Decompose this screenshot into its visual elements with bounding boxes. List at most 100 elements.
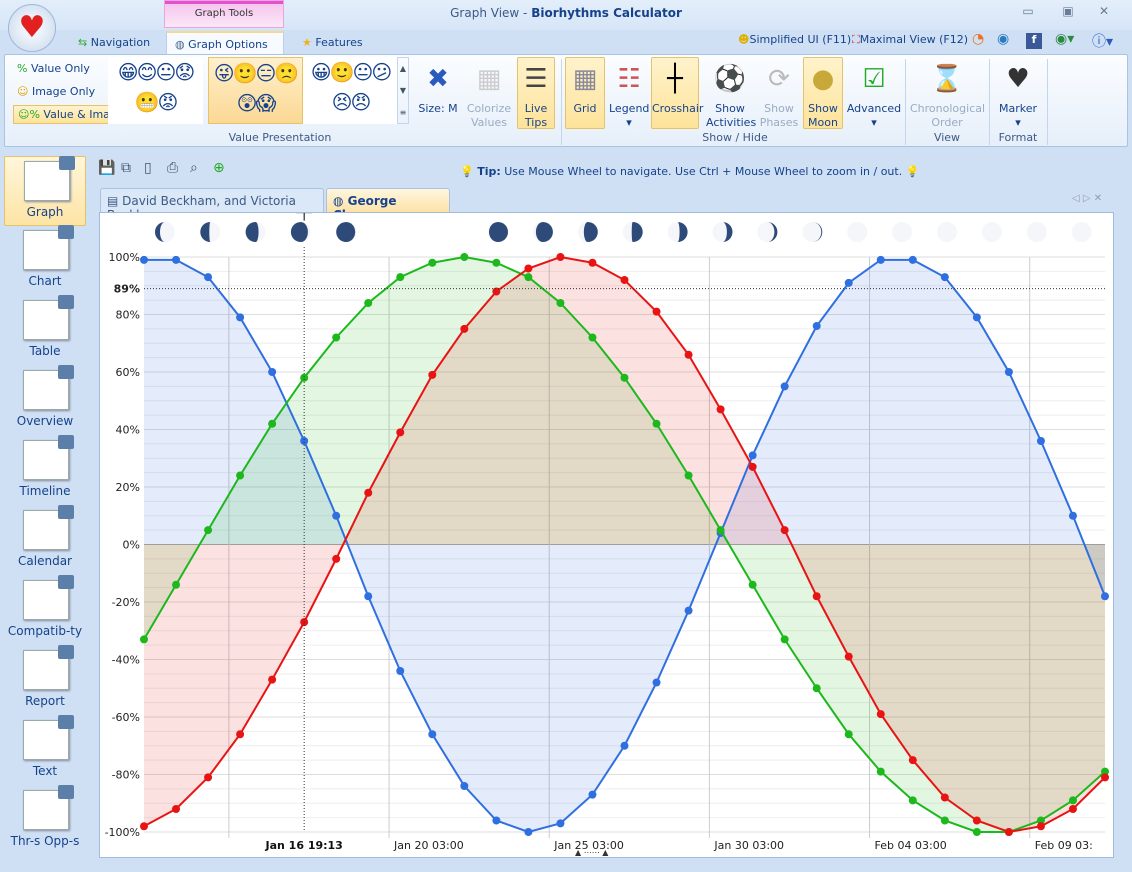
- restore-button[interactable]: ▣: [1062, 4, 1074, 18]
- sidebar-item-thr-s-opp-s[interactable]: Thr-s Opp-s: [4, 785, 86, 856]
- save-icon[interactable]: 💾: [98, 160, 116, 176]
- graph-panel[interactable]: Jan 20 03:00 Jan 25 03:00 Jan 30 03:00 Feb …: [99, 204, 1115, 859]
- data-point[interactable]: [812, 322, 821, 330]
- gallery-scroll[interactable]: ▲ ▼ ≡: [397, 57, 409, 124]
- data-point[interactable]: [876, 255, 885, 264]
- data-point[interactable]: [684, 606, 693, 615]
- data-point[interactable]: [748, 580, 757, 589]
- data-point[interactable]: [524, 828, 533, 836]
- print-icon[interactable]: ⎙: [167, 160, 179, 176]
- data-point[interactable]: [172, 580, 181, 589]
- sidebar-item-compatib-ty[interactable]: Compatib-ty: [4, 575, 86, 646]
- data-point[interactable]: [780, 526, 789, 535]
- data-point[interactable]: [908, 756, 917, 765]
- rss-icon[interactable]: ◔: [972, 31, 985, 47]
- data-point[interactable]: [876, 767, 885, 776]
- tab-features[interactable]: ★ Features: [294, 31, 371, 54]
- data-point[interactable]: [620, 373, 629, 382]
- colorize-values-button[interactable]: ▦ Colorize Values: [465, 57, 513, 129]
- marker-button[interactable]: ♥ Marker ▾: [998, 64, 1038, 129]
- value-and-image-option[interactable]: ☺% Value & Image: [13, 105, 129, 124]
- biorhythm-chart[interactable]: Jan 20 03:00 Jan 25 03:00 Jan 30 03:00 Feb …: [100, 204, 1115, 859]
- data-point[interactable]: [364, 488, 373, 497]
- data-point[interactable]: [972, 816, 981, 825]
- data-point[interactable]: [748, 451, 757, 460]
- sidebar-item-calendar[interactable]: Calendar: [4, 505, 86, 576]
- data-point[interactable]: [812, 592, 821, 601]
- copy-icon[interactable]: ⧉: [121, 160, 131, 176]
- data-point[interactable]: [460, 253, 469, 261]
- data-point[interactable]: [204, 773, 213, 782]
- data-point[interactable]: [716, 526, 725, 535]
- data-point[interactable]: [972, 828, 981, 836]
- data-point[interactable]: [460, 782, 469, 790]
- data-point[interactable]: [556, 819, 565, 828]
- maximal-view-button[interactable]: ⛶Maximal View (F12): [852, 33, 968, 47]
- data-point[interactable]: [908, 796, 917, 805]
- data-point[interactable]: [1036, 437, 1045, 445]
- emoticon-gallery-1[interactable]: 😁😊😐😟😬😡: [108, 57, 203, 124]
- emoticon-gallery-2[interactable]: 😜🙂😑🙁😲😱: [208, 57, 303, 124]
- globe-icon[interactable]: ◉: [997, 31, 1010, 47]
- data-point[interactable]: [780, 635, 789, 644]
- data-point[interactable]: [1036, 822, 1045, 831]
- data-point[interactable]: [684, 471, 693, 480]
- tab-navigation[interactable]: ⇆ Navigation: [70, 31, 158, 54]
- data-point[interactable]: [428, 730, 437, 739]
- data-point[interactable]: [1036, 816, 1045, 825]
- data-point[interactable]: [236, 471, 245, 480]
- data-point[interactable]: [492, 287, 501, 296]
- data-point[interactable]: [332, 511, 341, 520]
- emoticon-gallery-3[interactable]: 😀🙂😐😕😣😠: [303, 57, 398, 124]
- show-activities-button[interactable]: ⚽ Show Activities: [705, 57, 756, 129]
- data-point[interactable]: [268, 419, 277, 428]
- data-point[interactable]: [844, 652, 853, 661]
- data-point[interactable]: [556, 253, 565, 261]
- data-point[interactable]: [1004, 368, 1013, 376]
- data-point[interactable]: [908, 255, 917, 264]
- data-point[interactable]: [236, 313, 245, 322]
- data-point[interactable]: [556, 299, 565, 307]
- data-point[interactable]: [940, 816, 949, 825]
- data-point[interactable]: [396, 273, 405, 282]
- data-point[interactable]: [524, 273, 533, 282]
- paste-icon[interactable]: ▯: [144, 160, 152, 176]
- data-point[interactable]: [428, 370, 437, 379]
- sidebar-item-timeline[interactable]: Timeline: [4, 435, 86, 506]
- data-point[interactable]: [588, 790, 597, 799]
- chronological-order-button[interactable]: ⌛ Chronological Order: [909, 57, 985, 129]
- data-point[interactable]: [236, 730, 245, 739]
- data-point[interactable]: [876, 710, 885, 719]
- data-point[interactable]: [492, 258, 501, 267]
- data-point[interactable]: [268, 675, 277, 684]
- data-point[interactable]: [748, 462, 757, 471]
- splitter-handle[interactable]: ▲ ⋯⋯ ▲: [575, 848, 609, 857]
- data-point[interactable]: [652, 307, 661, 316]
- image-only-option[interactable]: ☺ Image Only: [13, 83, 99, 100]
- sidebar-item-text[interactable]: Text: [4, 715, 86, 786]
- facebook-icon[interactable]: f: [1026, 33, 1042, 49]
- show-moon-button[interactable]: ● Show Moon: [803, 57, 843, 129]
- print-preview-icon[interactable]: ⌕: [190, 160, 198, 176]
- data-point[interactable]: [140, 635, 148, 644]
- tab-graph-options[interactable]: ◍ Graph Options: [166, 31, 284, 54]
- close-button[interactable]: ✕: [1098, 4, 1110, 18]
- data-point[interactable]: [204, 273, 213, 282]
- data-point[interactable]: [1068, 796, 1077, 805]
- doc-tab-beckham[interactable]: ▤ David Beckham, and Victoria Beckham: [100, 188, 324, 222]
- data-point[interactable]: [332, 333, 341, 342]
- tab-nav-buttons[interactable]: ◁ ▷ ✕: [1072, 193, 1103, 204]
- advanced-button[interactable]: ☑ Advanced ▾: [846, 64, 902, 129]
- data-point[interactable]: [492, 816, 501, 825]
- data-point[interactable]: [844, 730, 853, 739]
- data-point[interactable]: [620, 741, 629, 750]
- data-point[interactable]: [396, 667, 405, 675]
- data-point[interactable]: [300, 437, 309, 445]
- data-point[interactable]: [172, 805, 181, 813]
- data-point[interactable]: [780, 382, 789, 391]
- data-point[interactable]: [1068, 511, 1077, 520]
- crosshair-button[interactable]: ┼ Crosshair: [651, 57, 703, 129]
- size-button[interactable]: ✖ Size: M: [415, 57, 461, 129]
- data-point[interactable]: [684, 350, 693, 359]
- data-point[interactable]: [716, 405, 725, 414]
